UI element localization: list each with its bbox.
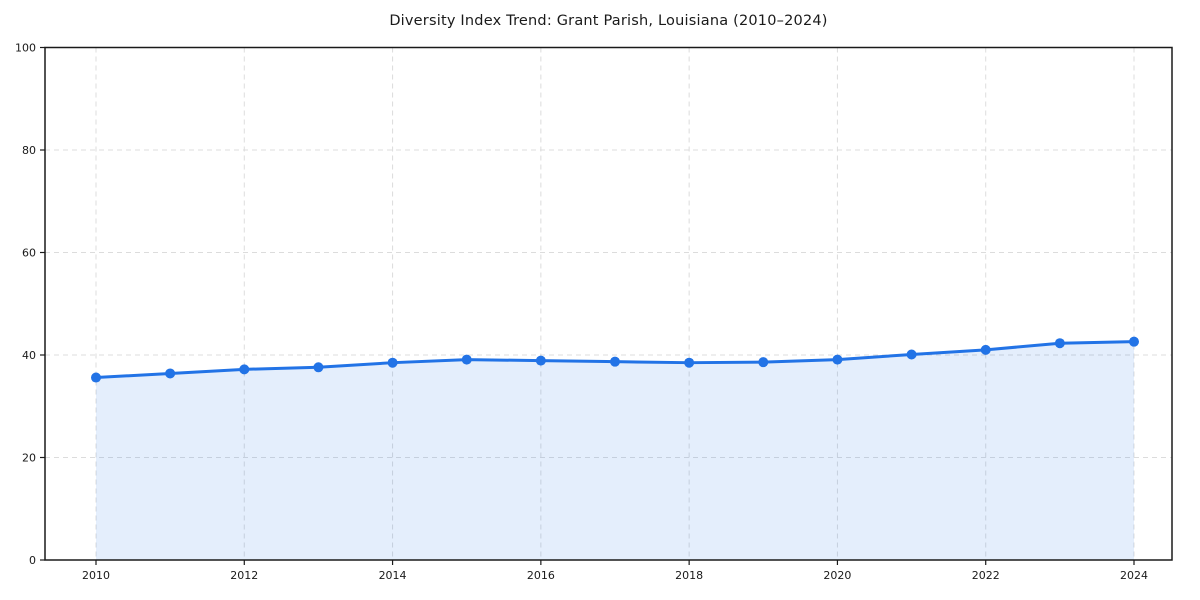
data-point-2014 xyxy=(387,357,398,368)
y-tick-label: 60 xyxy=(22,247,36,260)
y-tick-label: 100 xyxy=(15,42,36,55)
data-point-2020 xyxy=(832,354,843,365)
data-point-2012 xyxy=(239,364,250,375)
data-point-2016 xyxy=(535,355,546,366)
x-tick-label: 2018 xyxy=(675,569,703,582)
data-point-2011 xyxy=(165,368,176,379)
x-tick-label: 2024 xyxy=(1120,569,1148,582)
x-tick-label: 2012 xyxy=(230,569,258,582)
data-point-2019 xyxy=(758,357,769,368)
data-point-2023 xyxy=(1054,338,1065,349)
y-tick-label: 20 xyxy=(22,452,36,465)
data-point-2024 xyxy=(1129,336,1139,347)
y-tick-label: 0 xyxy=(29,554,36,567)
data-point-2015 xyxy=(461,354,472,365)
y-tick-label: 80 xyxy=(22,144,36,157)
x-tick-label: 2020 xyxy=(823,569,851,582)
chart-title: Diversity Index Trend: Grant Parish, Lou… xyxy=(389,13,828,29)
x-tick-label: 2016 xyxy=(527,569,555,582)
area-fill xyxy=(96,341,1134,560)
data-point-2021 xyxy=(906,349,917,360)
data-point-2017 xyxy=(610,356,620,367)
data-point-2022 xyxy=(980,344,991,355)
x-tick-label: 2010 xyxy=(82,569,110,582)
plot-frame xyxy=(44,46,1173,561)
x-tick-label: 2014 xyxy=(379,569,407,582)
y-tick-label: 40 xyxy=(22,349,36,362)
data-point-2010 xyxy=(91,372,101,383)
x-tick-label: 2022 xyxy=(972,569,1000,582)
data-point-2013 xyxy=(313,362,324,373)
data-point-2018 xyxy=(684,357,695,368)
